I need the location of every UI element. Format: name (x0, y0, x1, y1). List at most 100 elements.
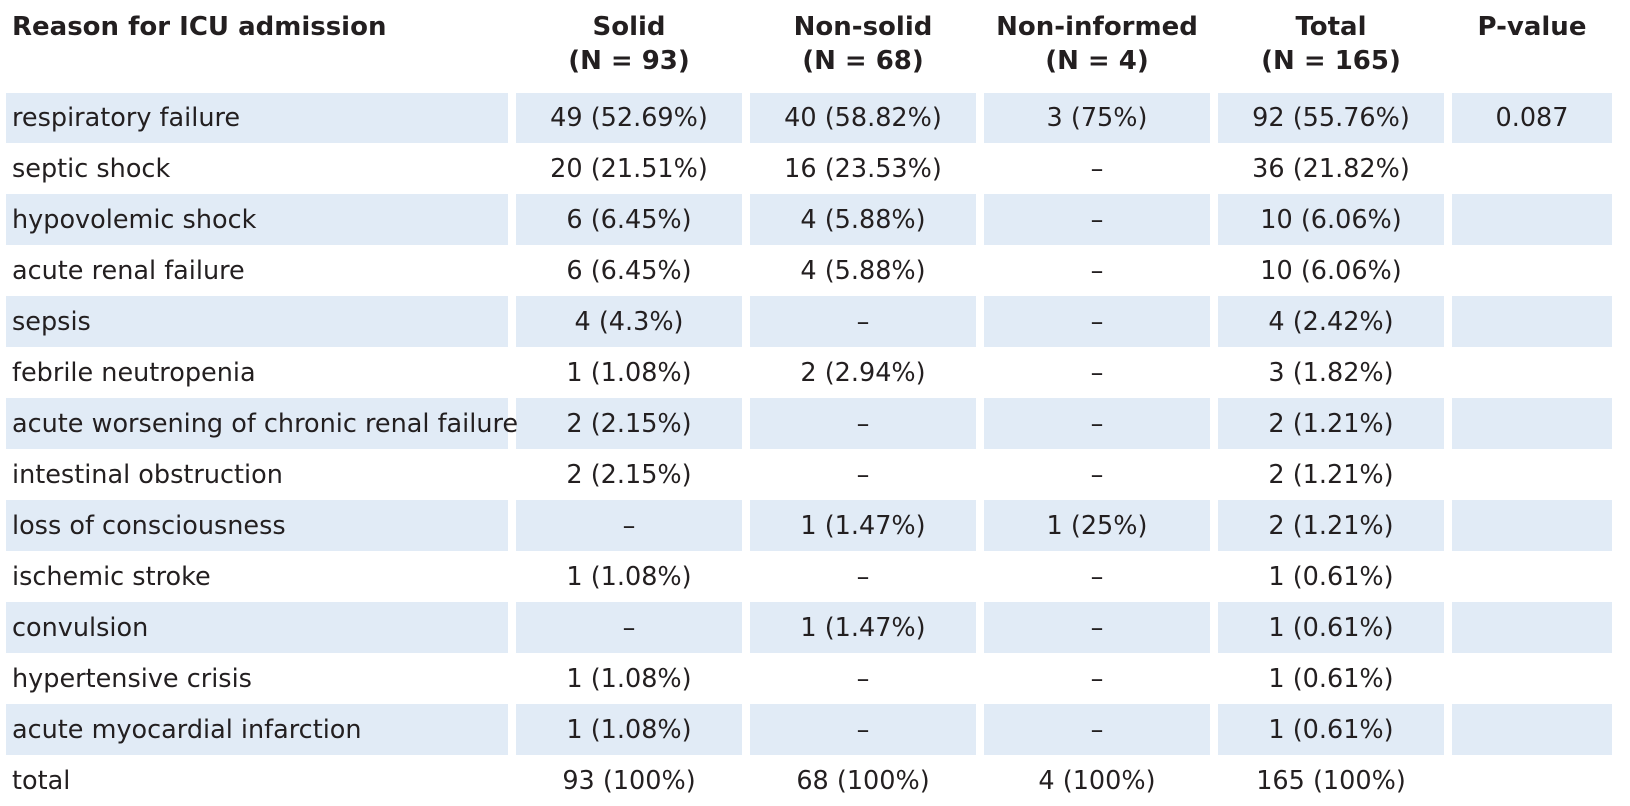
table-row: septic shock 20 (21.51%) 16 (23.53%) – 3… (6, 143, 1612, 194)
cell-pvalue (1452, 551, 1612, 602)
cell-pvalue (1452, 194, 1612, 245)
cell-nonsolid: 4 (5.88%) (800, 255, 926, 286)
cell-nonsolid: – (856, 561, 870, 592)
cell-pvalue (1452, 347, 1612, 398)
table-row: loss of consciousness – 1 (1.47%) 1 (25%… (6, 500, 1612, 551)
cell-noninformed: 1 (25%) (984, 500, 1210, 551)
cell-total: 2 (1.21%) (1218, 398, 1444, 449)
cell-pvalue (1452, 653, 1612, 704)
header-solid: Solid (N = 93) (516, 0, 742, 93)
table-row: febrile neutropenia 1 (1.08%) 2 (2.94%) … (6, 347, 1612, 398)
table-row: convulsion – 1 (1.47%) – 1 (0.61%) (6, 602, 1612, 653)
table-row: acute myocardial infarction 1 (1.08%) – … (6, 704, 1612, 755)
header-pvalue-label: P-value (1477, 12, 1587, 42)
cell-noninformed: – (1090, 561, 1104, 592)
cell-total: 3 (1.82%) (1268, 357, 1394, 388)
cell-pvalue (1452, 398, 1612, 449)
cell-noninformed: – (1090, 663, 1104, 694)
table-row: hypovolemic shock 6 (6.45%) 4 (5.88%) – … (6, 194, 1612, 245)
header-nonsolid-n: (N = 68) (802, 46, 924, 76)
cell-reason: septic shock (12, 153, 171, 184)
table-row: hypertensive crisis 1 (1.08%) – – 1 (0.6… (6, 653, 1612, 704)
header-solid-n: (N = 93) (568, 46, 690, 76)
cell-nonsolid: – (856, 459, 870, 490)
cell-total: 2 (1.21%) (1218, 500, 1444, 551)
cell-solid: 93 (100%) (562, 765, 696, 796)
cell-solid: 2 (2.15%) (516, 398, 742, 449)
cell-pvalue (1452, 704, 1612, 755)
cell-nonsolid: – (856, 663, 870, 694)
cell-total: 10 (6.06%) (1260, 255, 1402, 286)
header-reason-label: Reason for ICU admission (12, 12, 387, 42)
cell-pvalue (1452, 500, 1612, 551)
cell-total: 4 (2.42%) (1218, 296, 1444, 347)
cell-reason: loss of consciousness (6, 500, 508, 551)
cell-noninformed: – (984, 398, 1210, 449)
cell-pvalue (1452, 449, 1612, 500)
header-total-label: Total (1295, 12, 1367, 42)
cell-total: 36 (21.82%) (1252, 153, 1410, 184)
table-row: acute worsening of chronic renal failure… (6, 398, 1612, 449)
cell-nonsolid: 4 (5.88%) (750, 194, 976, 245)
cell-pvalue (1452, 245, 1612, 296)
cell-solid: 1 (1.08%) (566, 357, 692, 388)
cell-total: 1 (0.61%) (1268, 561, 1394, 592)
cell-solid: 4 (4.3%) (516, 296, 742, 347)
cell-noninformed: – (1090, 357, 1104, 388)
cell-noninformed: – (984, 602, 1210, 653)
cell-reason: acute worsening of chronic renal failure (6, 398, 518, 449)
cell-pvalue: 0.087 (1452, 93, 1612, 143)
cell-nonsolid: 16 (23.53%) (784, 153, 942, 184)
cell-total: 92 (55.76%) (1218, 93, 1444, 143)
cell-solid: 20 (21.51%) (550, 153, 708, 184)
cell-noninformed: – (984, 296, 1210, 347)
cell-noninformed: – (984, 704, 1210, 755)
cell-solid: 1 (1.08%) (566, 561, 692, 592)
cell-total: 1 (0.61%) (1218, 704, 1444, 755)
cell-nonsolid: 40 (58.82%) (750, 93, 976, 143)
cell-reason: intestinal obstruction (12, 459, 283, 490)
header-pvalue: P-value (1452, 0, 1612, 93)
header-reason: Reason for ICU admission (6, 0, 508, 93)
cell-solid: 2 (2.15%) (566, 459, 692, 490)
table-row: acute renal failure 6 (6.45%) 4 (5.88%) … (6, 245, 1612, 296)
cell-pvalue (1452, 755, 1612, 806)
cell-nonsolid: 1 (1.47%) (750, 602, 976, 653)
header-nonsolid-label: Non-solid (793, 12, 933, 42)
table-row-total: total 93 (100%) 68 (100%) 4 (100%) 165 (… (6, 755, 1612, 806)
table-row: sepsis 4 (4.3%) – – 4 (2.42%) (6, 296, 1612, 347)
table-row: respiratory failure 49 (52.69%) 40 (58.8… (6, 93, 1612, 143)
cell-nonsolid: – (750, 398, 976, 449)
cell-nonsolid: – (750, 704, 976, 755)
header-nonsolid: Non-solid (N = 68) (750, 0, 976, 93)
cell-noninformed: – (984, 194, 1210, 245)
cell-total: 1 (0.61%) (1268, 663, 1394, 694)
cell-solid: 1 (1.08%) (566, 663, 692, 694)
cell-noninformed: – (1090, 459, 1104, 490)
cell-reason: acute myocardial infarction (6, 704, 508, 755)
cell-reason: febrile neutropenia (12, 357, 256, 388)
cell-reason: respiratory failure (6, 93, 508, 143)
cell-total: 10 (6.06%) (1218, 194, 1444, 245)
cell-reason: ischemic stroke (12, 561, 211, 592)
cell-reason: sepsis (6, 296, 508, 347)
cell-pvalue (1452, 296, 1612, 347)
cell-total: 165 (100%) (1256, 765, 1406, 796)
cell-reason: convulsion (6, 602, 508, 653)
cell-pvalue (1452, 602, 1612, 653)
cell-solid: 1 (1.08%) (516, 704, 742, 755)
cell-noninformed: – (1090, 255, 1104, 286)
cell-reason: total (12, 765, 71, 796)
header-noninformed: Non-informed (N = 4) (984, 0, 1210, 93)
header-noninformed-label: Non-informed (996, 12, 1198, 42)
cell-nonsolid: 1 (1.47%) (750, 500, 976, 551)
header-total-n: (N = 165) (1261, 46, 1401, 76)
cell-solid: 6 (6.45%) (516, 194, 742, 245)
cell-solid: 49 (52.69%) (516, 93, 742, 143)
table-header: Reason for ICU admission Solid (N = 93) … (6, 0, 1612, 93)
header-noninformed-n: (N = 4) (1045, 46, 1149, 76)
cell-noninformed: 4 (100%) (1038, 765, 1156, 796)
cell-nonsolid: 68 (100%) (796, 765, 930, 796)
table-row: ischemic stroke 1 (1.08%) – – 1 (0.61%) (6, 551, 1612, 602)
